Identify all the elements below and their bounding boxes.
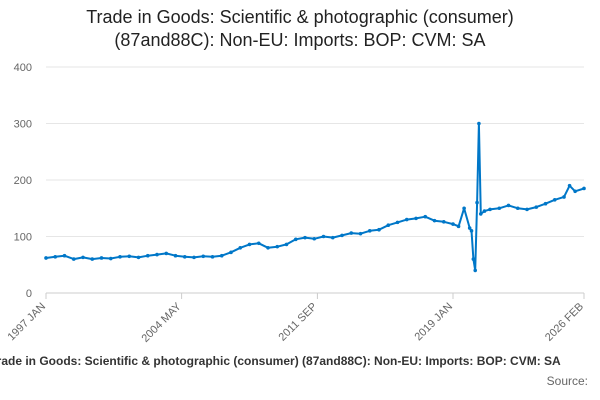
data-point[interactable] [303,235,307,240]
data-point[interactable] [330,235,335,240]
data-point[interactable] [473,268,478,273]
y-tick-label-1: 100 [14,232,32,244]
data-point[interactable] [525,207,529,212]
data-point[interactable] [475,200,479,205]
series-layer [44,121,586,273]
data-point[interactable] [477,121,481,126]
x-tick-label-2: 2011 SEP [277,301,320,344]
data-point[interactable] [136,255,141,260]
data-point[interactable] [395,220,400,225]
data-point[interactable] [238,246,243,250]
data-point[interactable] [497,206,502,211]
series-line-0 [45,122,585,272]
data-point[interactable] [404,217,409,222]
legend-entry: Trade in Goods: Scientific & photographi… [0,354,561,368]
x-tick-label-4: 2026 FEB [543,301,586,344]
data-point[interactable] [506,203,511,208]
data-point[interactable] [552,197,557,202]
data-point[interactable] [534,205,539,209]
chart-title-line2: (87and88C): Non-EU: Imports: BOP: CVM: S… [114,30,486,50]
data-point[interactable] [99,256,104,260]
data-point[interactable] [182,255,187,259]
y-tick-label-0: 0 [26,288,32,300]
data-point[interactable] [219,253,224,258]
data-point[interactable] [456,224,461,229]
grid-layer [46,66,584,294]
y-axis: 0 100 200 300 400 [14,62,32,300]
data-point[interactable] [340,233,344,238]
data-point[interactable] [155,252,159,257]
data-point[interactable] [478,212,483,216]
data-point[interactable] [462,206,466,211]
data-point[interactable] [275,244,280,249]
data-point[interactable] [471,257,476,261]
data-point[interactable] [71,257,76,261]
data-point[interactable] [567,183,572,188]
x-tick-label-0: 1997 JAN [5,301,48,344]
data-point[interactable] [293,237,298,242]
data-point[interactable] [358,231,363,236]
data-point[interactable] [543,201,548,206]
data-point[interactable] [118,255,122,259]
data-point[interactable] [210,255,215,259]
data-point[interactable] [367,229,372,233]
data-point[interactable] [414,216,418,221]
data-point[interactable] [432,218,437,223]
data-point[interactable] [44,256,48,260]
y-tick-label-3: 300 [14,119,32,131]
x-axis: 1997 JAN 2004 MAY 2011 SEP 2019 JAN 2026 FEB [5,293,586,345]
data-point[interactable] [469,229,474,233]
data-point[interactable] [145,253,150,258]
y-tick-label-4: 400 [14,62,32,74]
data-point[interactable] [53,255,58,259]
data-point[interactable] [482,209,487,213]
chart-title-line1: Trade in Goods: Scientific & photographi… [86,7,514,27]
data-point[interactable] [173,253,178,258]
data-point[interactable] [582,186,586,191]
data-point[interactable] [247,242,252,247]
data-point[interactable] [488,207,492,212]
x-tick-label-3: 2019 JAN [412,301,455,344]
chart-title: Trade in Goods: Scientific & photographi… [0,6,600,52]
data-point[interactable] [467,226,472,230]
data-point[interactable] [229,250,233,255]
data-point[interactable] [256,241,261,246]
data-point[interactable] [201,254,206,259]
data-point[interactable] [349,231,354,235]
data-point[interactable] [192,255,196,260]
data-point[interactable] [377,227,381,232]
data-point[interactable] [284,242,289,247]
data-point[interactable] [423,214,428,219]
data-point[interactable] [62,253,67,258]
data-point[interactable] [312,236,317,241]
data-point[interactable] [562,195,566,199]
x-tick-label-1: 2004 MAY [139,300,184,345]
data-point[interactable] [573,189,577,194]
data-point[interactable] [386,223,391,227]
legend: Trade in Goods: Scientific & photographi… [0,354,600,372]
data-point[interactable] [81,255,85,260]
data-point[interactable] [108,256,113,261]
data-point[interactable] [266,246,270,250]
data-point[interactable] [451,222,455,226]
data-point[interactable] [127,254,132,259]
y-tick-label-2: 200 [14,175,32,187]
data-point[interactable] [321,234,326,239]
data-point[interactable] [515,206,520,211]
source-note: Source: [546,374,588,388]
data-point[interactable] [164,251,169,256]
data-point[interactable] [90,257,95,261]
data-point[interactable] [441,220,446,224]
